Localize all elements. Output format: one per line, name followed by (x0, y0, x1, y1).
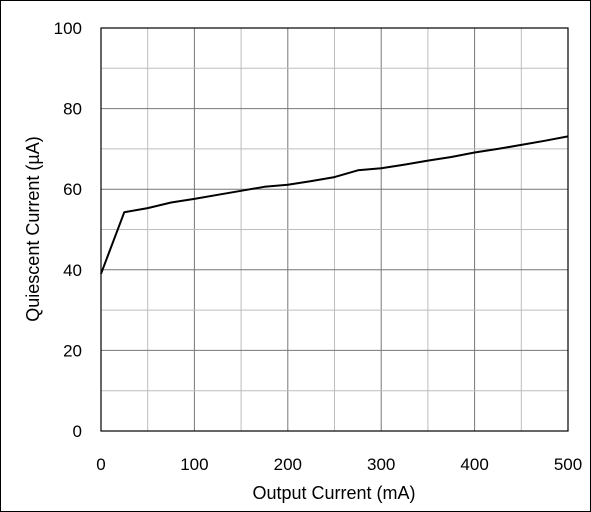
series-layer (100, 135, 569, 275)
x-axis-title: Output Current (mA) (252, 483, 415, 503)
x-tick-label: 500 (554, 455, 582, 474)
plot-border (100, 27, 569, 432)
y-tick-label: 0 (73, 422, 82, 441)
y-tick-label: 80 (63, 100, 82, 119)
x-tick-label: 300 (367, 455, 395, 474)
y-tick-label: 60 (63, 180, 82, 199)
grid (101, 28, 568, 431)
y-tick-label: 40 (63, 261, 82, 280)
x-tick-label: 200 (274, 455, 302, 474)
y-tick-label: 20 (63, 341, 82, 360)
x-tick-label: 0 (96, 455, 105, 474)
x-tick-label: 400 (460, 455, 488, 474)
x-tick-labels: 0 100 200 300 400 500 (96, 455, 582, 474)
x-tick-label: 100 (180, 455, 208, 474)
y-axis-title: Quiescent Current (µA) (23, 136, 43, 321)
y-tick-label: 100 (54, 19, 82, 38)
y-tick-labels: 0 20 40 60 80 100 (54, 19, 82, 441)
series-line (100, 135, 569, 275)
